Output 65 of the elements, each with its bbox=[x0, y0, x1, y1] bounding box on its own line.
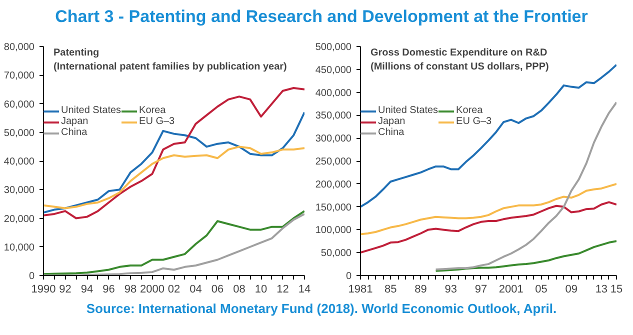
y-tick-label: 20,000 bbox=[4, 214, 35, 225]
line-series bbox=[360, 64, 616, 208]
legend-label: Japan bbox=[61, 116, 90, 127]
y-tick-label: 0 bbox=[28, 271, 35, 282]
x-tick-label: 09 bbox=[565, 284, 578, 296]
text: (International patent families by publication year) bbox=[54, 62, 287, 72]
y-tick-label: 400,000 bbox=[315, 88, 352, 99]
x-tick-label: 08 bbox=[233, 284, 246, 296]
legend-label: EU G–3 bbox=[456, 116, 493, 127]
source-note: Source: International Monetary Fund (2018). World Economic Outlook, April. bbox=[86, 300, 557, 318]
x-tick-label: 06 bbox=[211, 284, 224, 296]
legend-label: Korea bbox=[456, 105, 484, 116]
legend-label: United States bbox=[378, 105, 438, 116]
legend-label: Korea bbox=[139, 105, 167, 116]
y-tick-label: 0 bbox=[346, 271, 352, 282]
legend-label: Japan bbox=[378, 116, 406, 127]
x-tick-label: 12 bbox=[276, 284, 289, 296]
x-tick-label: 10 bbox=[254, 284, 268, 296]
x-tick-label: 89 bbox=[414, 284, 427, 296]
line-series bbox=[360, 182, 616, 236]
x-tick-label: 02 bbox=[168, 284, 180, 296]
x-tick-label: 98 bbox=[124, 284, 137, 296]
x-tick-label: 97 bbox=[474, 284, 488, 296]
line-series bbox=[360, 201, 616, 254]
caption: Chart 3 - Patenting and Research and Development at the Frontier bbox=[55, 6, 588, 28]
y-tick-label: 500,000 bbox=[315, 42, 352, 53]
x-tick-label: 96 bbox=[102, 284, 115, 296]
x-tick-label: 1990 bbox=[31, 284, 56, 296]
text: (Millions of constant US dollars, PPP) bbox=[370, 62, 549, 72]
legend-label: China bbox=[378, 127, 406, 138]
legend-label: United States bbox=[61, 105, 122, 116]
legend-label: EU G–3 bbox=[139, 116, 176, 127]
x-tick-label: 2000 bbox=[140, 284, 164, 296]
y-tick-label: 100,000 bbox=[315, 225, 352, 236]
y-tick-label: 200,000 bbox=[315, 179, 352, 190]
x-tick-label: 93 bbox=[444, 284, 457, 296]
y-tick-label: 10,000 bbox=[4, 242, 35, 254]
x-tick-label: 85 bbox=[384, 284, 397, 296]
x-tick-label: 2001 bbox=[498, 284, 524, 296]
x-tick-label: 94 bbox=[80, 284, 94, 296]
y-tick-label: 60,000 bbox=[4, 99, 35, 110]
y-tick-label: 250,000 bbox=[315, 156, 352, 168]
x-tick-label: 04 bbox=[190, 284, 202, 296]
y-tick-label: 80,000 bbox=[4, 42, 35, 53]
x-tick-label: 92 bbox=[59, 284, 72, 296]
y-tick-label: 30,000 bbox=[4, 185, 35, 196]
chart-title: Gross Domestic Expenditure on R&D bbox=[370, 48, 548, 58]
line-series bbox=[434, 240, 616, 272]
y-tick-label: 300,000 bbox=[315, 134, 352, 145]
x-tick-label: 05 bbox=[535, 284, 548, 296]
y-tick-label: 40,000 bbox=[4, 156, 35, 168]
y-tick-label: 70,000 bbox=[4, 70, 35, 82]
x-tick-label: 14 bbox=[298, 284, 311, 296]
chart-title: Patenting bbox=[54, 48, 100, 58]
x-tick-label: 1981 bbox=[348, 284, 373, 296]
line-series bbox=[44, 146, 304, 210]
legend-label: China bbox=[61, 127, 88, 138]
y-tick-label: 150,000 bbox=[315, 202, 352, 214]
y-tick-label: 50,000 bbox=[4, 128, 35, 139]
y-tick-label: 350,000 bbox=[315, 110, 352, 122]
x-tick-label: 15 bbox=[610, 284, 623, 296]
y-tick-label: 50,000 bbox=[320, 248, 352, 260]
y-tick-label: 450,000 bbox=[315, 64, 352, 76]
line-series bbox=[44, 87, 304, 220]
x-tick-label: 13 bbox=[595, 284, 608, 296]
